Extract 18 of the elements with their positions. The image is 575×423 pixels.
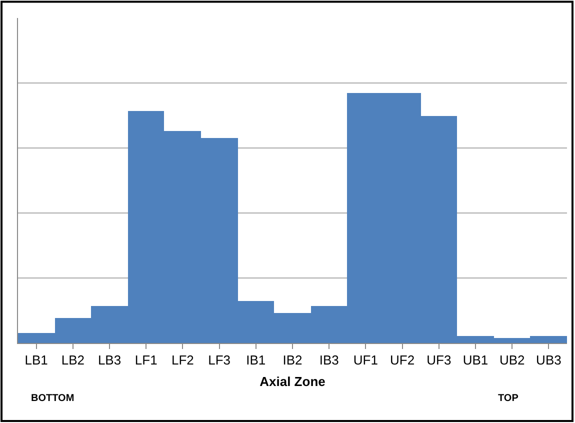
x-tick-label: UF1	[353, 352, 378, 368]
x-tick-label: UF3	[426, 352, 452, 368]
text: TOP	[498, 393, 519, 404]
x-tick-label: LB2	[61, 352, 84, 368]
x-axis-title: Axial Zone	[260, 374, 326, 390]
x-tick-label: LF1	[134, 352, 158, 368]
x-tick-label: LB1	[24, 352, 48, 368]
x-tick-label: UB3	[536, 352, 562, 368]
x-tick-label: LB3	[98, 352, 122, 368]
x-tick-label: LF2	[171, 352, 194, 368]
x-tick-label: UF2	[390, 352, 415, 368]
x-tick-label: IB1	[246, 352, 266, 368]
x-tick-label: IB2	[282, 352, 302, 368]
x-tick-label: UB2	[499, 352, 525, 368]
text: BOTTOM	[31, 393, 74, 404]
x-tick-label: LF3	[208, 352, 231, 368]
x-tick-label: IB3	[319, 352, 339, 368]
x-tick-label: UB1	[462, 352, 488, 368]
